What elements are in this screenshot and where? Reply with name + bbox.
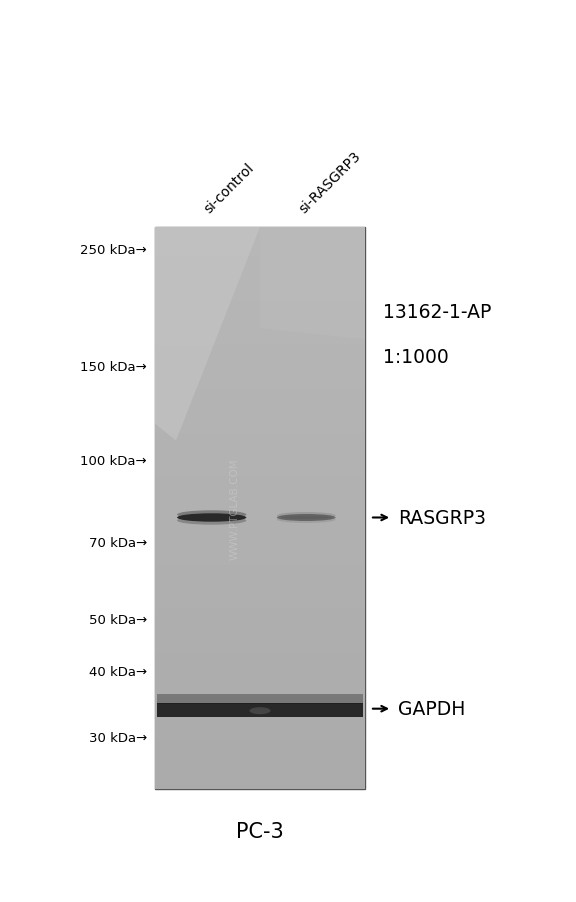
Text: WWW.PTGLAB.COM: WWW.PTGLAB.COM (230, 457, 240, 559)
Text: 1:1000: 1:1000 (383, 347, 449, 366)
Text: si-control: si-control (202, 161, 257, 216)
Text: 40 kDa→: 40 kDa→ (89, 665, 147, 678)
Ellipse shape (277, 512, 336, 520)
Text: 70 kDa→: 70 kDa→ (89, 537, 147, 549)
Bar (157, 694, 363, 704)
Text: 150 kDa→: 150 kDa→ (80, 361, 147, 374)
Bar (155, 227, 365, 789)
Text: PC-3: PC-3 (236, 821, 284, 841)
Text: 30 kDa→: 30 kDa→ (89, 732, 147, 744)
Text: GAPDH: GAPDH (398, 699, 465, 718)
Ellipse shape (277, 517, 336, 523)
Polygon shape (155, 227, 260, 441)
Ellipse shape (177, 514, 247, 522)
Ellipse shape (177, 517, 247, 525)
Text: 100 kDa→: 100 kDa→ (81, 455, 147, 467)
Polygon shape (260, 227, 365, 340)
Text: 50 kDa→: 50 kDa→ (89, 613, 147, 627)
Ellipse shape (249, 707, 271, 714)
Ellipse shape (177, 511, 247, 520)
Text: si-RASGRP3: si-RASGRP3 (296, 149, 363, 216)
Text: 13162-1-AP: 13162-1-AP (383, 302, 491, 321)
Text: RASGRP3: RASGRP3 (398, 509, 486, 528)
Ellipse shape (277, 514, 336, 521)
Bar (157, 703, 363, 717)
Text: 250 kDa→: 250 kDa→ (80, 244, 147, 256)
